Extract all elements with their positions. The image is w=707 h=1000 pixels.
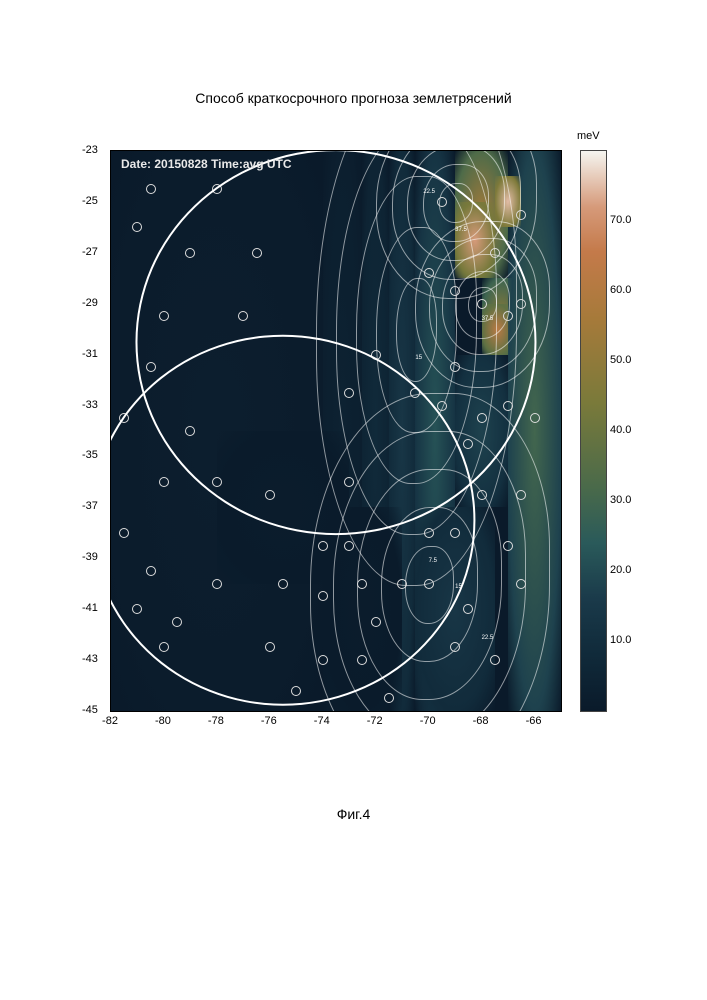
y-tick: -45: [82, 704, 98, 716]
station-marker: [516, 490, 526, 500]
station-marker: [516, 210, 526, 220]
x-tick: -66: [526, 715, 542, 727]
y-tick: -33: [82, 399, 98, 411]
y-tick: -27: [82, 246, 98, 258]
x-tick: -78: [208, 715, 224, 727]
x-tick: -80: [155, 715, 171, 727]
station-marker: [530, 413, 540, 423]
x-tick: -70: [420, 715, 436, 727]
x-tick: -74: [314, 715, 330, 727]
y-tick: -29: [82, 297, 98, 309]
station-marker: [450, 642, 460, 652]
contour-label: 22.5: [482, 635, 494, 641]
station-marker: [146, 184, 156, 194]
colorbar-tick: 30.0: [610, 494, 631, 506]
page-title: Способ краткосрочного прогноза землетряс…: [0, 90, 707, 106]
colorbar-tick: 40.0: [610, 424, 631, 436]
chart-container: Date: 20150828 Time:avg UTC 22.537.537.5…: [80, 150, 640, 730]
y-tick: -39: [82, 551, 98, 563]
x-tick: -82: [102, 715, 118, 727]
figure-caption: Фиг.4: [0, 806, 707, 822]
station-marker: [463, 604, 473, 614]
colorbar-tick: 70.0: [610, 214, 631, 226]
colorbar-tick: 50.0: [610, 354, 631, 366]
colorbar-unit: meV: [577, 130, 600, 142]
x-tick: -68: [473, 715, 489, 727]
y-tick: -41: [82, 602, 98, 614]
colorbar-tick: 10.0: [610, 634, 631, 646]
y-tick: -31: [82, 348, 98, 360]
forecast-circle: [110, 335, 476, 706]
y-tick: -35: [82, 449, 98, 461]
y-tick: -23: [82, 144, 98, 156]
x-tick: -76: [261, 715, 277, 727]
station-marker: [490, 655, 500, 665]
station-marker: [516, 579, 526, 589]
plot-title: Date: 20150828 Time:avg UTC: [121, 157, 292, 171]
station-marker: [384, 693, 394, 703]
colorbar-tick: 20.0: [610, 564, 631, 576]
station-marker: [132, 222, 142, 232]
colorbar: [580, 150, 607, 712]
y-tick: -43: [82, 653, 98, 665]
station-marker: [503, 541, 513, 551]
station-marker: [477, 490, 487, 500]
y-tick: -25: [82, 195, 98, 207]
colorbar-tick: 60.0: [610, 284, 631, 296]
y-tick: -37: [82, 500, 98, 512]
x-tick: -72: [367, 715, 383, 727]
plot-area: Date: 20150828 Time:avg UTC 22.537.537.5…: [110, 150, 562, 712]
